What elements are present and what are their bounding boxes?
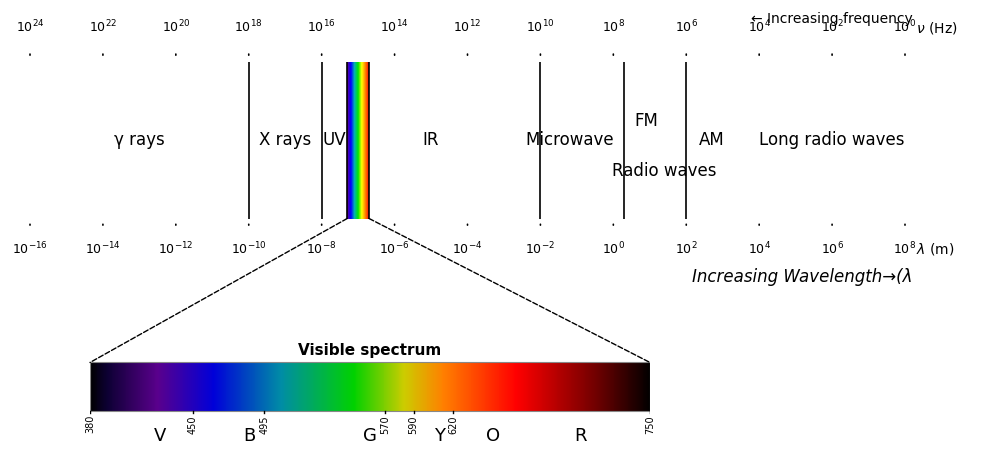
Text: $10^{2}$: $10^{2}$: [821, 19, 843, 36]
Text: $10^{-6}$: $10^{-6}$: [379, 241, 410, 257]
Text: 750: 750: [645, 415, 655, 434]
Text: $\lambda$ (m): $\lambda$ (m): [916, 241, 954, 257]
Text: $10^{12}$: $10^{12}$: [453, 19, 482, 36]
Text: $10^{16}$: $10^{16}$: [307, 19, 336, 36]
Text: 620: 620: [448, 415, 458, 434]
Text: $10^{8}$: $10^{8}$: [602, 19, 625, 36]
Text: V: V: [154, 428, 166, 446]
Text: Increasing Wavelength→(λ: Increasing Wavelength→(λ: [692, 267, 912, 285]
Text: UV: UV: [323, 131, 346, 149]
Text: 590: 590: [409, 415, 419, 434]
Text: $10^{-12}$: $10^{-12}$: [158, 241, 194, 257]
Text: $10^{10}$: $10^{10}$: [526, 19, 555, 36]
Text: $10^{0}$: $10^{0}$: [602, 241, 625, 257]
Text: 450: 450: [188, 415, 198, 434]
Text: IR: IR: [423, 131, 439, 149]
Text: $10^{0}$: $10^{0}$: [893, 19, 917, 36]
Text: 495: 495: [259, 415, 269, 434]
Text: $10^{-8}$: $10^{-8}$: [306, 241, 337, 257]
Text: X rays: X rays: [259, 131, 311, 149]
Text: $10^{6}$: $10^{6}$: [675, 19, 698, 36]
Text: G: G: [363, 428, 377, 446]
Text: γ rays: γ rays: [114, 131, 165, 149]
Text: Visible spectrum: Visible spectrum: [298, 343, 442, 358]
Text: Y: Y: [434, 428, 446, 446]
Text: R: R: [574, 428, 586, 446]
Text: B: B: [243, 428, 256, 446]
Text: $10^{-14}$: $10^{-14}$: [85, 241, 121, 257]
Text: O: O: [486, 428, 500, 446]
Text: 570: 570: [380, 415, 390, 434]
Text: $10^{-10}$: $10^{-10}$: [231, 241, 267, 257]
Text: $10^{-2}$: $10^{-2}$: [525, 241, 555, 257]
Text: Microwave: Microwave: [525, 131, 614, 149]
Text: AM: AM: [699, 131, 725, 149]
Text: ← Increasing frequency: ← Increasing frequency: [751, 12, 912, 26]
Text: $10^{6}$: $10^{6}$: [821, 241, 844, 257]
Text: $10^{-16}$: $10^{-16}$: [12, 241, 48, 257]
Text: $10^{24}$: $10^{24}$: [16, 19, 44, 36]
Text: Long radio waves: Long radio waves: [759, 131, 905, 149]
Text: Radio waves: Radio waves: [612, 162, 717, 180]
Text: $\nu$ (Hz): $\nu$ (Hz): [916, 19, 957, 36]
Text: $10^{-4}$: $10^{-4}$: [452, 241, 483, 257]
Text: $10^{18}$: $10^{18}$: [234, 19, 263, 36]
Text: $10^{22}$: $10^{22}$: [89, 19, 117, 36]
Text: $10^{4}$: $10^{4}$: [748, 19, 771, 36]
Text: $10^{4}$: $10^{4}$: [748, 241, 771, 257]
Text: FM: FM: [634, 112, 658, 130]
Text: $10^{8}$: $10^{8}$: [893, 241, 917, 257]
Text: $10^{2}$: $10^{2}$: [675, 241, 698, 257]
Text: $10^{20}$: $10^{20}$: [162, 19, 190, 36]
Text: $10^{14}$: $10^{14}$: [380, 19, 409, 36]
Text: 380: 380: [85, 415, 95, 433]
